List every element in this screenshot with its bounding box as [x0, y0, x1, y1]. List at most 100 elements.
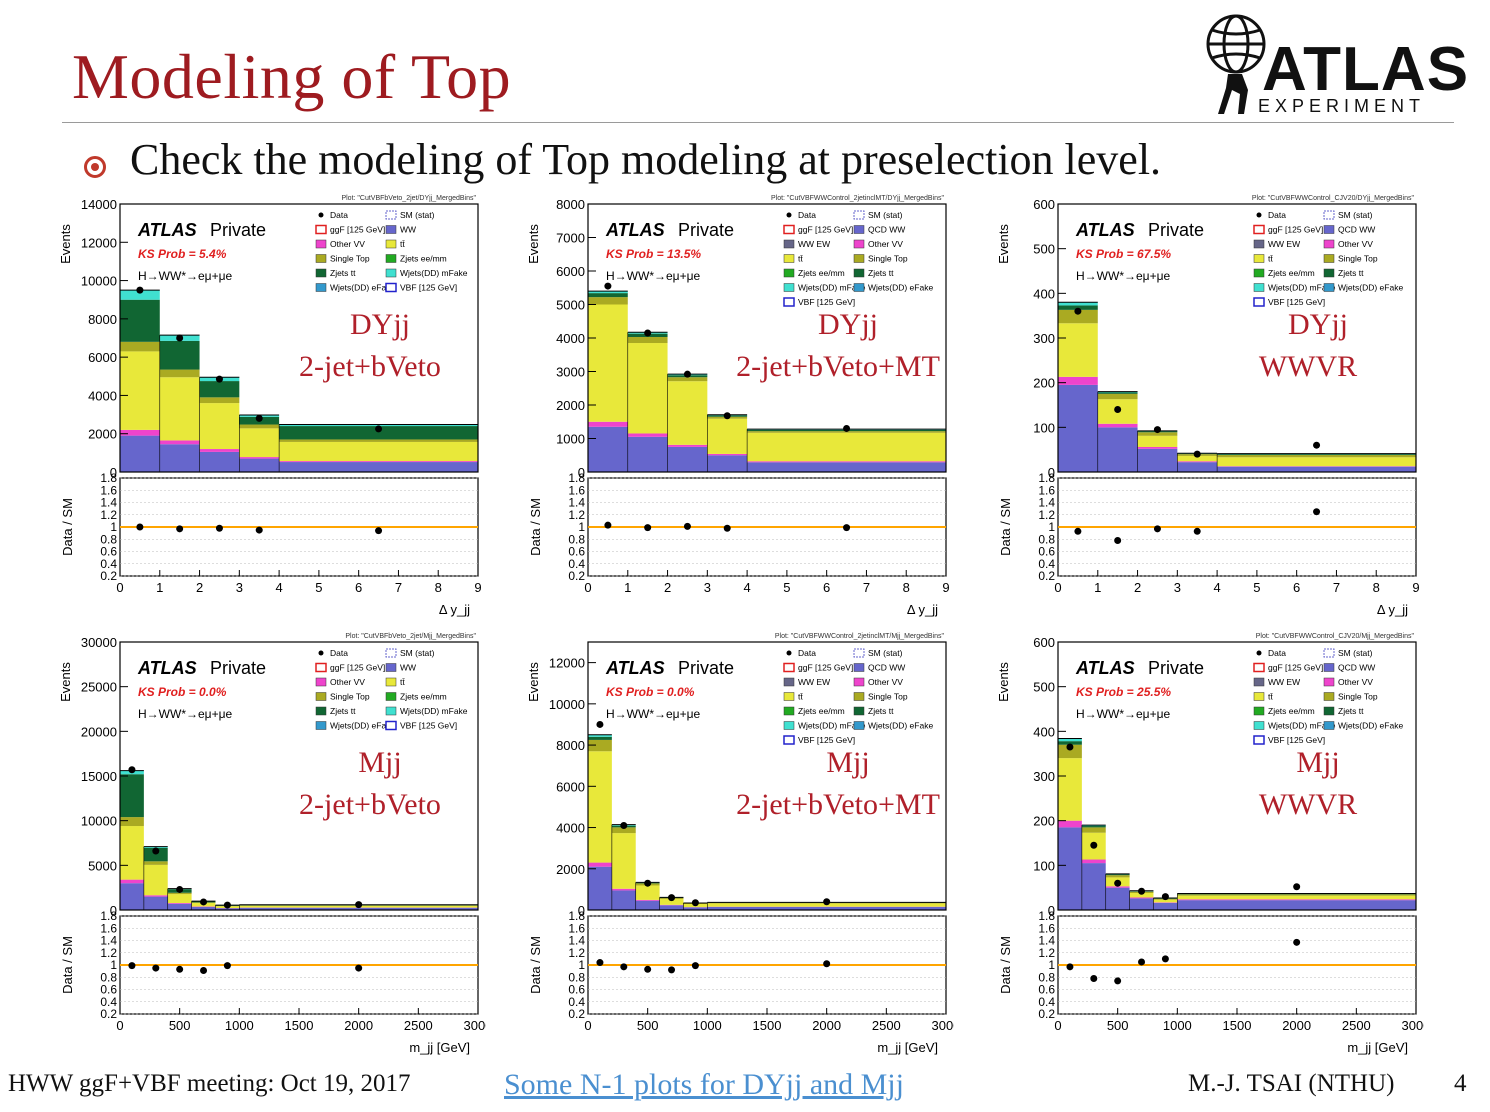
plot-path-label: Plot: "CutVBFWWControl_CJV20/DYjj_Merged…: [1252, 195, 1415, 202]
legend-label: tt̄: [400, 239, 405, 249]
ratio-tick-label: 1.8: [1038, 909, 1055, 923]
legend-swatch: [315, 268, 327, 278]
y-tick-label: 20000: [81, 724, 117, 739]
legend-label: SM (stat): [1338, 648, 1373, 658]
stack-bar-tt-: [1177, 455, 1218, 462]
annotation-line-2: WWVR: [1259, 350, 1357, 383]
data-point: [1114, 879, 1122, 887]
process-label: H→WW*→eμ+μe: [606, 707, 700, 721]
stack-bar-ww: [279, 462, 478, 472]
y-tick-label: 15000: [81, 769, 117, 784]
data-point: [604, 282, 612, 290]
stack-bar-other-vv: [667, 444, 708, 447]
data-point: [375, 425, 383, 433]
legend-label: Data: [1268, 210, 1286, 220]
legend-label: Wjets(DD) mFake: [1268, 721, 1336, 731]
legend-swatch-data: [318, 650, 324, 656]
ratio-tick-label: 1.4: [568, 496, 585, 510]
y-tick-label: 5000: [556, 298, 585, 313]
stack-bar-single-top: [611, 827, 636, 834]
stack-bar-single-top: [1105, 875, 1130, 878]
y-tick-label: 2000: [556, 398, 585, 413]
data-point: [843, 424, 851, 432]
atlas-label: ATLAS: [137, 658, 197, 678]
ratio-tick-label: 0.4: [1038, 557, 1055, 571]
atlas-label: ATLAS: [137, 220, 197, 240]
ratio-tick-label: 0.4: [100, 557, 117, 571]
x-tick-label: 1: [624, 580, 631, 595]
legend-swatch: [315, 706, 327, 716]
main-plot-frame: [587, 641, 947, 911]
legend-swatch: [1323, 677, 1335, 687]
stack-bar-single-top: [667, 377, 708, 382]
process-label: H→WW*→eμ+μe: [1076, 707, 1170, 721]
ks-prob-label: KS Prob = 0.0%: [606, 685, 695, 699]
data-point: [644, 879, 652, 887]
data-point: [723, 412, 731, 420]
stack-bar-tt-: [1058, 323, 1098, 377]
stack-bar-other-vv: [159, 440, 200, 445]
legend-label: Zjets ee/mm: [400, 692, 447, 702]
stack-bar-zjets-tt: [143, 847, 168, 862]
ratio-point: [644, 524, 652, 532]
legend-label: Other VV: [1338, 677, 1373, 687]
y-tick-label: 6000: [556, 264, 585, 279]
stack-bar-tt-: [120, 351, 160, 430]
stack-bar-other-vv: [747, 461, 946, 463]
stack-bar-single-top: [588, 739, 612, 752]
ratio-point: [1138, 958, 1146, 966]
annotation-line-2: 2-jet+bVeto+MT: [736, 350, 940, 383]
x-tick-label: 3000: [1402, 1018, 1424, 1033]
y-tick-label: 4000: [556, 331, 585, 346]
legend-swatch: [783, 239, 795, 249]
ratio-tick-label: 0.2: [568, 1007, 585, 1021]
ratio-point: [1313, 508, 1321, 516]
ks-prob-label: KS Prob = 0.0%: [138, 685, 227, 699]
y-axis-label: Events: [526, 662, 541, 702]
legend-swatch: [853, 721, 865, 730]
ratio-tick-label: 0.8: [568, 532, 585, 546]
ratio-tick-label: 1.8: [568, 909, 585, 923]
footer-link-n1-plots[interactable]: Some N-1 plots for DYjj and Mjj: [504, 1068, 904, 1101]
legend-label: Zjets tt: [330, 268, 356, 278]
stack-bar-tt-: [635, 885, 660, 900]
ratio-tick-label: 1: [578, 520, 585, 534]
legend-swatch: [853, 677, 865, 687]
data-point: [644, 329, 652, 337]
y-tick-label: 10000: [81, 814, 117, 829]
stack-bar-wjets-dd-mfake: [1058, 302, 1098, 306]
plot-mjj-wwvr: Plot: "CutVBFWWControl_CJV20/Mjj_MergedB…: [996, 633, 1424, 1055]
y-axis-label: Events: [996, 224, 1011, 264]
legend-swatch: [783, 721, 795, 730]
ratio-tick-label: 1.8: [568, 471, 585, 485]
ratio-point: [596, 959, 604, 967]
stack-bar-qcd-ww: [667, 446, 708, 472]
stack-bar-zjets-tt: [279, 426, 478, 440]
data-point: [1074, 307, 1082, 315]
data-point: [223, 901, 231, 909]
stack-bar-tt-: [1137, 435, 1178, 447]
stack-bar-ww: [239, 458, 280, 472]
x-tick-label: 5: [783, 580, 790, 595]
stack-bar-other-vv: [120, 429, 160, 436]
stack-bar-qcd-ww: [611, 890, 636, 910]
legend-label: Wjets(DD) mFake: [798, 283, 866, 293]
annotation-line-2: 2-jet+bVeto+MT: [736, 788, 940, 821]
stack-bar-single-top: [1058, 309, 1098, 324]
stack-bar-tt-: [747, 432, 946, 462]
y-tick-label: 7000: [556, 231, 585, 246]
stack-bar-tt-: [143, 864, 168, 896]
y-tick-label: 100: [1033, 420, 1055, 435]
stack-bar-other-vv: [199, 449, 240, 452]
x-tick-label: 2000: [344, 1018, 373, 1033]
y-axis-label: Events: [58, 662, 73, 702]
stack-bar-zjets-tt: [588, 736, 612, 740]
title-divider: [62, 122, 1454, 123]
legend-label: Single Top: [868, 254, 908, 264]
x-tick-label: 0: [1054, 1018, 1061, 1033]
legend-label: Wjets(DD) mFake: [400, 706, 468, 716]
legend-swatch: [385, 254, 397, 263]
data-point: [1090, 841, 1098, 849]
y-tick-label: 30000: [81, 635, 117, 650]
y-tick-label: 500: [1033, 680, 1055, 695]
